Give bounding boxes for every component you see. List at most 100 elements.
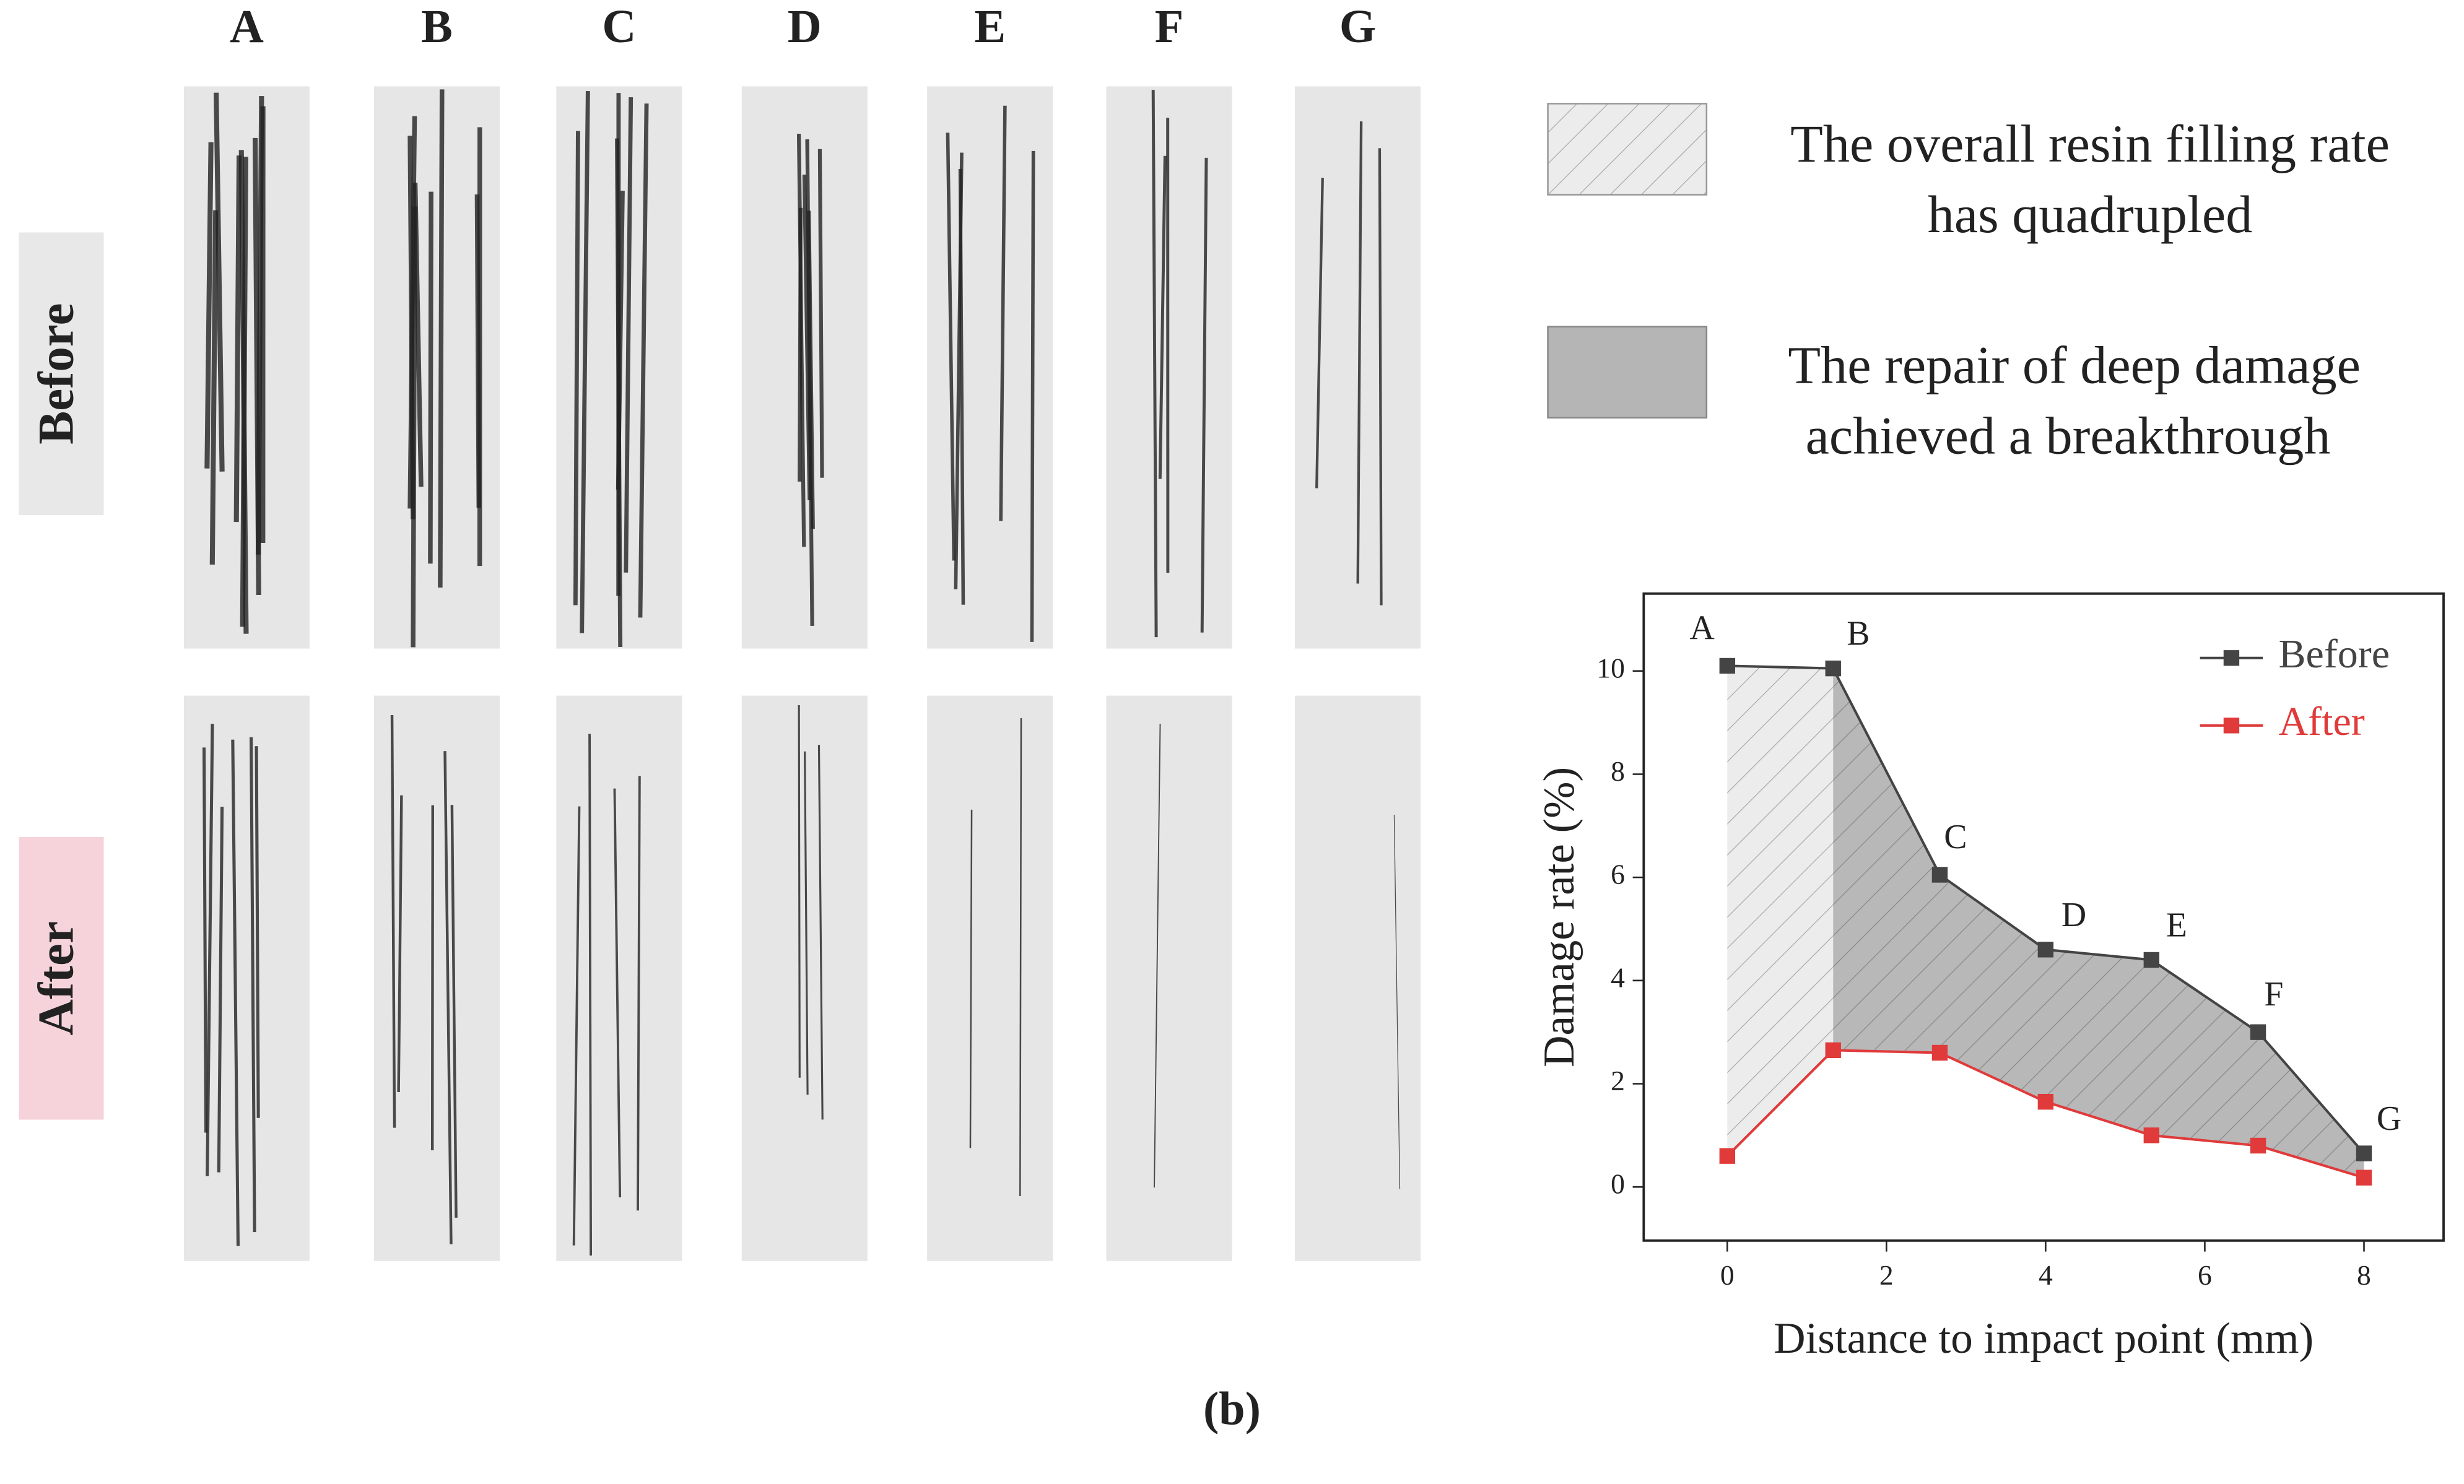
marker xyxy=(1825,1042,1841,1059)
crack xyxy=(580,91,590,633)
crack xyxy=(958,168,965,605)
crack xyxy=(946,132,956,561)
row-label-box xyxy=(19,836,104,1120)
x-axis-label: Distance to impact point (mm) xyxy=(1774,1314,2314,1363)
filled-area xyxy=(1727,666,1834,1156)
marker xyxy=(2143,952,2160,968)
column-label: F xyxy=(1155,1,1184,53)
crack xyxy=(804,751,809,1095)
crack xyxy=(1200,157,1208,633)
crack xyxy=(209,210,219,565)
crack xyxy=(430,805,435,1150)
marker xyxy=(2250,1137,2266,1154)
x-tick-label: 8 xyxy=(2357,1259,2371,1291)
crack xyxy=(250,737,256,1233)
column-label: G xyxy=(1339,1,1376,53)
point-label: E xyxy=(2166,906,2187,945)
column-label: E xyxy=(974,1,1006,53)
marker xyxy=(2143,1127,2160,1143)
point-label: A xyxy=(1690,609,1715,647)
crack xyxy=(438,89,445,588)
point-label: G xyxy=(2377,1100,2401,1138)
crack xyxy=(638,103,649,618)
ct-image xyxy=(741,86,868,649)
ct-image xyxy=(1295,695,1421,1261)
x-tick-label: 2 xyxy=(1879,1259,1894,1291)
crack xyxy=(204,142,214,469)
crack xyxy=(1151,90,1158,638)
crack xyxy=(798,207,803,482)
ct-image xyxy=(1106,695,1232,1261)
annotation: has quadrupled xyxy=(1928,184,2253,244)
y-tick-label: 10 xyxy=(1596,652,1625,683)
crack xyxy=(817,745,824,1120)
filled-area xyxy=(1833,668,2364,1178)
marker xyxy=(1719,657,1735,674)
marker xyxy=(1719,1148,1735,1164)
crack xyxy=(1154,723,1161,1188)
y-tick-label: 6 xyxy=(1611,859,1625,890)
legend-swatch xyxy=(1547,103,1708,196)
crack xyxy=(428,191,433,564)
x-tick-label: 4 xyxy=(2039,1259,2053,1291)
crack xyxy=(411,206,417,648)
crack xyxy=(1030,150,1035,642)
crack xyxy=(613,788,622,1198)
crack xyxy=(450,805,458,1218)
crack xyxy=(217,807,224,1173)
legend-swatch xyxy=(1547,326,1708,419)
crack xyxy=(624,97,633,573)
marker xyxy=(1825,660,1841,677)
crack xyxy=(214,92,225,472)
x-tick-label: 6 xyxy=(2198,1259,2212,1291)
crack xyxy=(238,150,249,634)
row-label: Before xyxy=(28,303,84,445)
crack xyxy=(206,724,214,1176)
marker xyxy=(2037,942,2054,958)
crack xyxy=(807,210,815,529)
marker xyxy=(1931,1044,1948,1061)
crack xyxy=(1356,121,1363,584)
y-tick-label: 2 xyxy=(1611,1065,1625,1096)
row-label: After xyxy=(28,921,84,1036)
crack xyxy=(637,776,641,1211)
crack xyxy=(573,131,580,605)
caption: (b) xyxy=(1203,1382,1261,1434)
crack xyxy=(202,747,208,1133)
crack xyxy=(443,751,453,1244)
crack xyxy=(1019,718,1022,1197)
marker xyxy=(2356,1169,2372,1186)
x-tick-label: 0 xyxy=(1720,1259,1735,1291)
crack xyxy=(397,795,403,1093)
crack xyxy=(615,138,623,648)
legend-label: Before xyxy=(2279,631,2390,677)
marker xyxy=(2356,1145,2372,1161)
legend-marker xyxy=(2223,718,2240,734)
crack xyxy=(1393,815,1401,1189)
column-label: A xyxy=(230,1,264,53)
crack xyxy=(255,746,260,1118)
marker xyxy=(2037,1093,2054,1110)
crack xyxy=(390,714,396,1128)
legend-label: After xyxy=(2279,699,2365,744)
crack xyxy=(233,155,242,523)
point-label: B xyxy=(1847,615,1870,653)
annotation: The overall resin filling rate xyxy=(1790,114,2390,173)
plot-frame xyxy=(1642,592,2445,1242)
y-axis-label: Damage rate (%) xyxy=(1535,767,1583,1067)
crack xyxy=(969,809,973,1148)
column-label: C xyxy=(602,1,636,53)
crack xyxy=(999,105,1007,521)
annotation: The repair of deep damage xyxy=(1788,335,2361,394)
crack xyxy=(231,739,240,1246)
y-tick-label: 8 xyxy=(1611,755,1625,787)
marker xyxy=(1931,867,1948,883)
annotation: achieved a breakthrough xyxy=(1806,406,2331,466)
column-label: D xyxy=(788,1,822,53)
point-label: C xyxy=(1944,818,1967,856)
legend-marker xyxy=(2223,650,2240,666)
crack xyxy=(572,806,581,1246)
crack xyxy=(474,194,482,508)
crack xyxy=(1315,178,1324,488)
